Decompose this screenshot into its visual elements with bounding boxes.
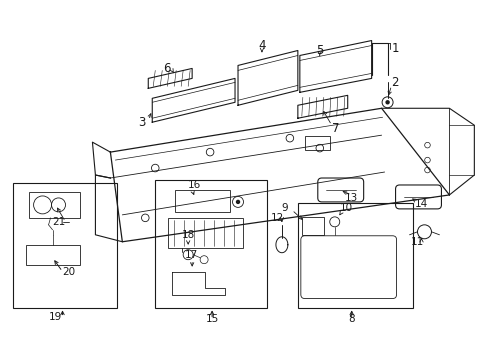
Text: 21: 21	[52, 217, 66, 227]
Bar	[13, 183, 117, 307]
Text: 15: 15	[205, 314, 218, 324]
Text: 14: 14	[414, 199, 427, 209]
Text: 16: 16	[188, 180, 201, 190]
Text: 7: 7	[331, 122, 339, 135]
Circle shape	[386, 101, 388, 104]
Text: 17: 17	[185, 250, 198, 260]
Text: 8: 8	[347, 314, 354, 324]
Circle shape	[236, 201, 239, 203]
Bar	[175, 190, 229, 212]
Text: 20: 20	[62, 267, 76, 276]
Text: 1: 1	[391, 42, 398, 55]
Bar	[301, 217, 323, 235]
Text: 9: 9	[281, 203, 287, 213]
Text: 13: 13	[345, 193, 358, 203]
Bar	[304, 136, 329, 150]
Text: 19: 19	[49, 312, 62, 323]
Text: 11: 11	[410, 237, 423, 247]
Text: 12: 12	[271, 213, 284, 223]
Text: 6: 6	[163, 62, 170, 75]
Text: 3: 3	[138, 116, 145, 129]
Text: 2: 2	[391, 76, 398, 89]
Bar	[168, 218, 243, 248]
Text: 18: 18	[182, 230, 195, 240]
Text: 10: 10	[339, 203, 352, 213]
Bar	[155, 180, 266, 307]
Text: 4: 4	[258, 39, 265, 52]
Bar	[297, 203, 412, 307]
Text: 5: 5	[315, 44, 323, 57]
Bar	[25, 245, 81, 265]
Bar	[29, 192, 81, 218]
